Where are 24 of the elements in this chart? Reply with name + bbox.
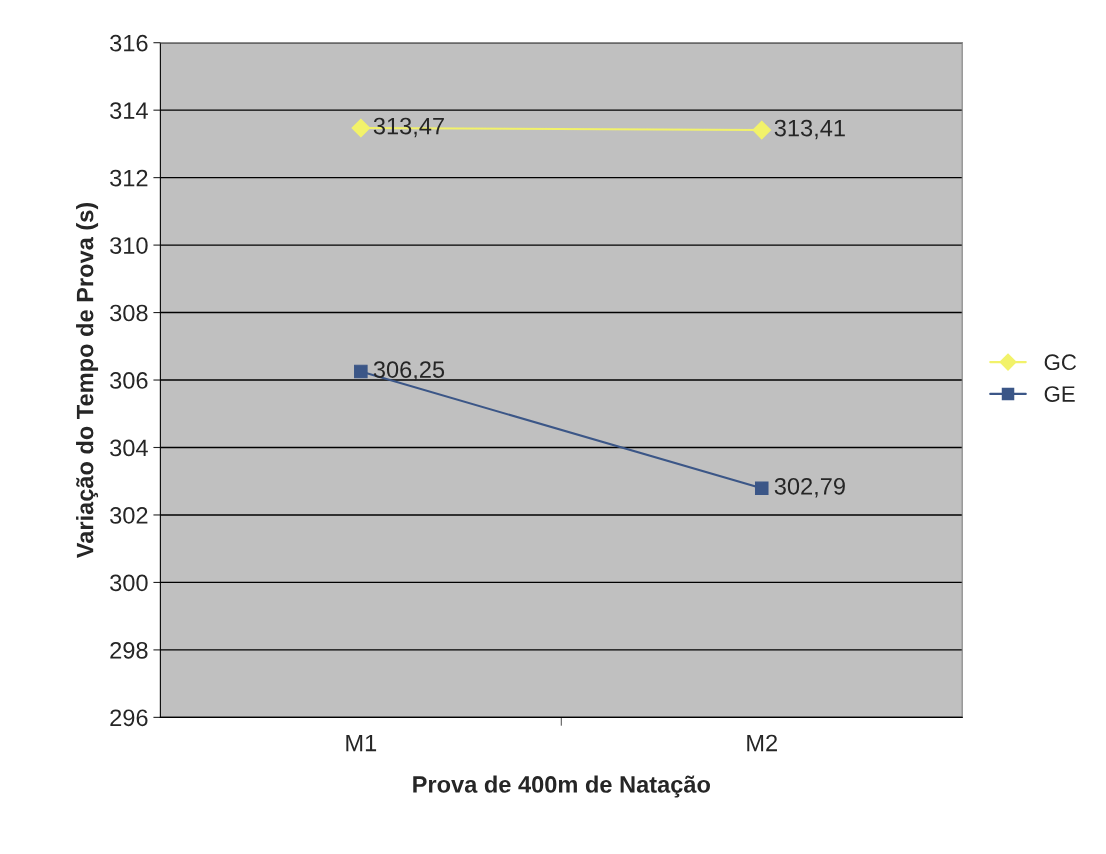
point xyxy=(754,481,769,496)
y-tick-label: 296 xyxy=(110,709,148,727)
data-label: 302,79 xyxy=(774,477,845,498)
data-label: 313,41 xyxy=(774,119,845,140)
y-tick-label: 312 xyxy=(110,169,148,187)
y-tick-label: 306 xyxy=(110,372,148,389)
y-tick-label: 314 xyxy=(110,102,148,119)
x-tick-label: M2 xyxy=(747,734,777,752)
y-tick-label: 302 xyxy=(110,507,148,524)
x-axis-title: Prova de 400m de Natação xyxy=(413,775,710,798)
legend-label: GE xyxy=(1044,386,1075,402)
y-tick-label: 310 xyxy=(110,237,148,254)
y-tick-label: 316 xyxy=(110,34,148,52)
y-axis-title: Variação do Tempo de Prova (s) xyxy=(76,202,99,559)
point xyxy=(351,118,371,138)
point xyxy=(354,364,368,379)
data-label: 306,25 xyxy=(373,361,445,381)
y-tick-label: 298 xyxy=(110,641,148,659)
y-tick-label: 308 xyxy=(110,304,148,322)
y-tick-label: 300 xyxy=(110,574,148,592)
x-tick-label: M1 xyxy=(346,734,377,752)
point xyxy=(752,120,772,140)
y-tick-label: 304 xyxy=(110,439,148,457)
legend-label: GC xyxy=(1044,354,1077,371)
